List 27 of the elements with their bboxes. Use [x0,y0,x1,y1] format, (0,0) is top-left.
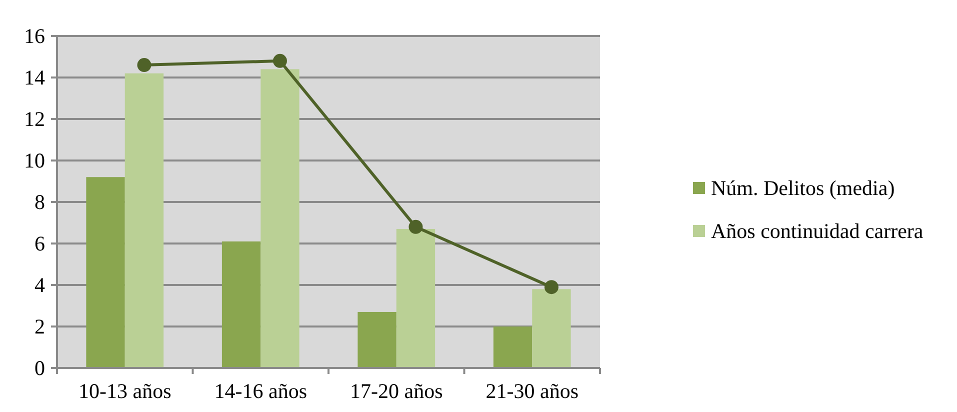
point [408,220,423,234]
bar [86,177,125,368]
y-tick-label: 16 [24,24,45,48]
legend-label: Núm. Delitos (media) [711,176,895,200]
bar [260,69,300,368]
x-tick-label: 14-16 años [214,379,307,403]
y-tick-label: 14 [24,66,46,90]
y-tick-label: 10 [24,148,45,172]
y-tick-label: 6 [34,232,45,256]
legend-label: Años continuidad carrera [711,219,924,243]
x-tick-label: 10-13 años [78,379,172,403]
y-tick-label: 8 [34,190,45,214]
y-tick-label: 2 [34,314,45,338]
bar [124,73,164,368]
y-tick-label: 4 [34,273,46,297]
point [137,58,152,72]
bar [358,312,396,368]
point [272,54,287,68]
point [544,280,558,294]
bar [396,228,436,368]
bar [222,241,261,368]
x-tick-label: 21-30 años [486,379,578,403]
y-tick-label: 12 [24,107,45,131]
y-tick-label: 0 [34,356,45,380]
bar [493,326,532,368]
bar [532,289,571,368]
x-tick-label: 17-20 años [350,379,443,403]
